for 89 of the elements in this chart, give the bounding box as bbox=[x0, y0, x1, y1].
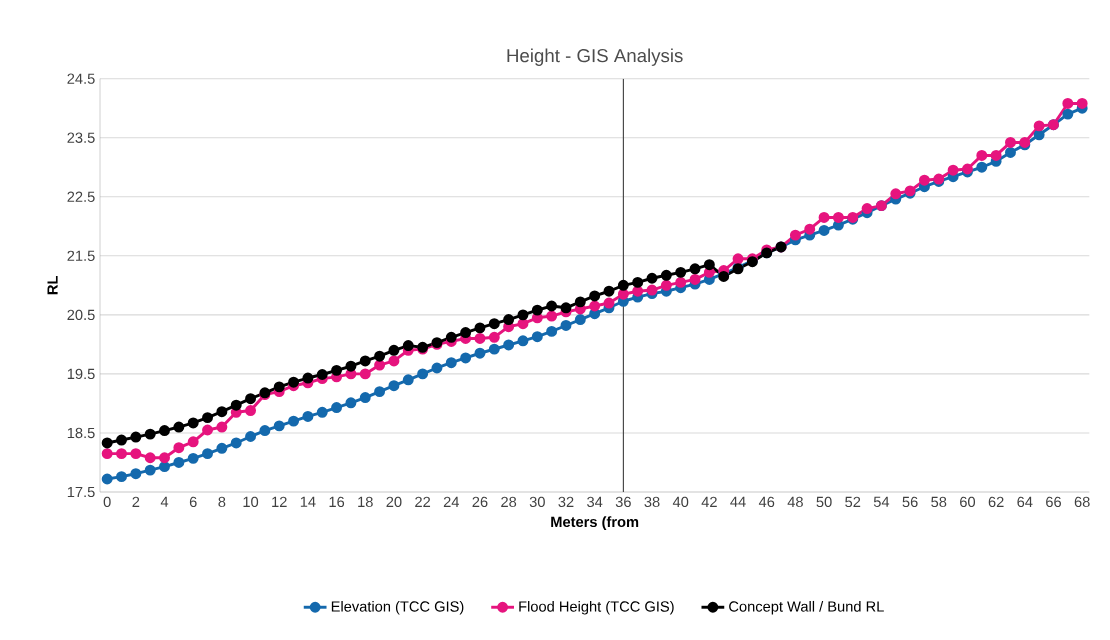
x-tick-label: 2 bbox=[132, 496, 140, 507]
legend-label: Flood Height (TCC GIS) bbox=[519, 600, 674, 615]
point bbox=[560, 302, 572, 314]
point bbox=[331, 364, 343, 376]
x-tick-label: 52 bbox=[845, 496, 861, 508]
x-axis-title: Meters (from bbox=[551, 516, 639, 530]
x-tick-label: 46 bbox=[758, 496, 775, 508]
x-tick-label: 8 bbox=[218, 496, 226, 508]
point bbox=[187, 417, 199, 429]
x-tick-label: 26 bbox=[472, 496, 488, 508]
point bbox=[345, 360, 357, 372]
point bbox=[402, 340, 414, 352]
point bbox=[144, 428, 156, 440]
point bbox=[245, 393, 257, 405]
x-tick-label: 14 bbox=[300, 496, 316, 507]
point bbox=[675, 266, 687, 278]
point bbox=[202, 412, 214, 424]
point bbox=[116, 434, 127, 446]
x-tick-label: 24 bbox=[443, 496, 459, 507]
x-tick-label: 56 bbox=[902, 496, 918, 508]
x-tick-label: 10 bbox=[243, 496, 259, 508]
point bbox=[703, 259, 715, 271]
point bbox=[474, 322, 486, 334]
point bbox=[302, 372, 314, 384]
point bbox=[273, 381, 285, 393]
point bbox=[159, 425, 170, 437]
x-tick-label: 30 bbox=[529, 496, 545, 508]
legend-label: Elevation (TCC GIS) bbox=[331, 600, 464, 615]
point bbox=[488, 318, 500, 330]
x-tick-label: 42 bbox=[701, 496, 717, 507]
x-tick-label: 62 bbox=[988, 496, 1004, 508]
point bbox=[288, 376, 300, 388]
y-tick-label: 20.5 bbox=[67, 309, 95, 321]
x-tick-label: 36 bbox=[615, 496, 631, 508]
point bbox=[173, 421, 185, 433]
point bbox=[130, 431, 142, 443]
x-tick-label: 44 bbox=[730, 496, 746, 507]
y-tick-label: 22.5 bbox=[67, 191, 95, 202]
x-tick-label: 50 bbox=[816, 496, 832, 508]
point bbox=[546, 300, 558, 312]
point bbox=[316, 369, 328, 380]
point bbox=[359, 355, 371, 367]
x-tick-label: 48 bbox=[787, 496, 803, 508]
point bbox=[617, 279, 629, 291]
point bbox=[460, 327, 472, 339]
point bbox=[388, 344, 400, 356]
point bbox=[632, 276, 644, 288]
y-tick-label: 19.5 bbox=[67, 368, 95, 380]
x-tick-label: 4 bbox=[160, 496, 169, 507]
x-tick-label: 66 bbox=[1046, 496, 1061, 508]
point bbox=[445, 331, 457, 343]
x-tick-label: 64 bbox=[1017, 496, 1033, 508]
point bbox=[216, 406, 228, 418]
x-tick-label: 38 bbox=[644, 496, 660, 508]
point bbox=[689, 263, 701, 275]
legend-label: Concept Wall / Bund RL bbox=[729, 600, 884, 615]
y-tick-label: 23.5 bbox=[67, 132, 95, 143]
x-tick-label: 40 bbox=[672, 496, 689, 508]
point bbox=[503, 314, 515, 326]
x-tick-label: 18 bbox=[358, 496, 373, 508]
x-tick-label: 68 bbox=[1074, 496, 1090, 508]
y-tick-label: 24.5 bbox=[67, 73, 95, 84]
x-tick-label: 0 bbox=[103, 496, 111, 508]
y-tick-label: 21.5 bbox=[67, 250, 95, 261]
x-tick-label: 20 bbox=[386, 496, 402, 508]
point bbox=[589, 290, 601, 302]
x-tick-label: 28 bbox=[501, 496, 517, 508]
y-axis-title: RL bbox=[47, 276, 58, 295]
x-tick-label: 12 bbox=[272, 496, 287, 507]
point bbox=[531, 304, 543, 316]
point bbox=[374, 350, 386, 362]
y-tick-label: 17.5 bbox=[67, 486, 95, 498]
point bbox=[517, 309, 529, 321]
x-tick-label: 54 bbox=[873, 496, 890, 507]
x-tick-label: 60 bbox=[960, 496, 976, 508]
chart-title: Height - GIS Analysis bbox=[507, 48, 683, 66]
point bbox=[603, 285, 615, 297]
x-tick-label: 34 bbox=[587, 496, 603, 508]
x-tick-label: 22 bbox=[415, 496, 431, 507]
x-tick-label: 32 bbox=[558, 496, 574, 508]
x-tick-label: 58 bbox=[931, 496, 947, 508]
point bbox=[646, 272, 658, 284]
x-tick-label: 16 bbox=[329, 496, 345, 508]
point bbox=[101, 437, 113, 449]
point bbox=[574, 296, 586, 308]
y-tick-label: 18.5 bbox=[67, 427, 95, 439]
point bbox=[230, 399, 242, 411]
point bbox=[660, 269, 672, 281]
x-tick-label: 6 bbox=[189, 496, 197, 508]
